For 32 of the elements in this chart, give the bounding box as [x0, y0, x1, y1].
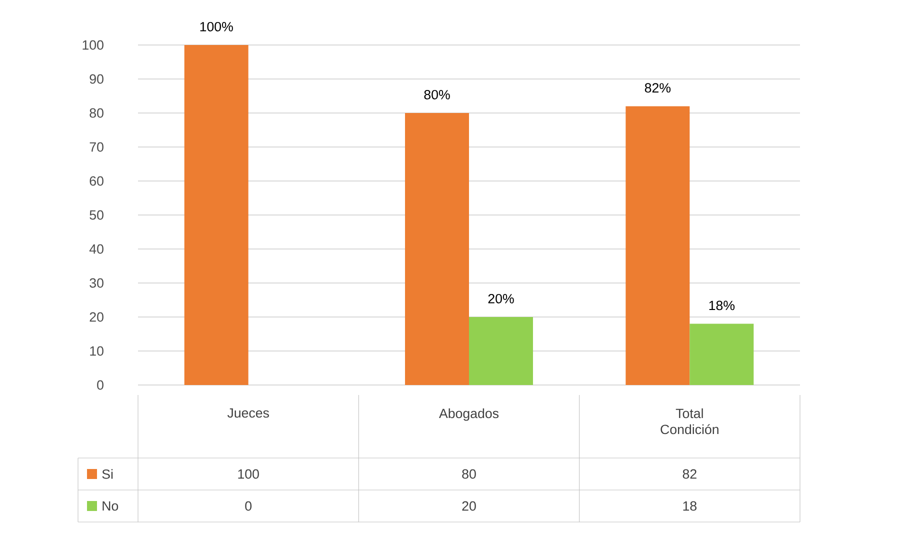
data-label: 82 [682, 469, 696, 479]
bar [626, 106, 690, 385]
annotation: 20% [488, 294, 514, 304]
y-tick-label: 10 [90, 346, 104, 356]
x-tick-label: Abogados [439, 408, 499, 421]
y-tick-label: 100 [82, 40, 104, 50]
y-tick-label: 90 [90, 74, 104, 84]
bar [405, 112, 470, 385]
y-tick-label: 60 [90, 176, 104, 186]
annotation: 80% [424, 90, 450, 100]
y-tick-label: 30 [90, 278, 104, 288]
annotation: 82% [644, 83, 671, 93]
data-label: 0 [245, 501, 252, 511]
annotation: 100% [200, 22, 233, 32]
y-tick-label: 50 [90, 210, 104, 220]
data-label: 18 [683, 501, 696, 511]
bar [184, 45, 248, 385]
data-label: 80 [462, 469, 476, 479]
annotation: 18% [709, 300, 735, 310]
y-tick-label: 0 [97, 380, 104, 390]
bar [690, 324, 754, 385]
x-tick-label: Jueces [227, 408, 269, 418]
data-label: 100 [238, 469, 259, 479]
y-tick-label: 80 [90, 108, 104, 118]
data-label: 20 [462, 501, 476, 511]
y-tick-label: 20 [90, 312, 104, 322]
legend-label: Si [102, 469, 113, 479]
legend-label: No [102, 501, 118, 511]
y-tick-label: 40 [89, 244, 104, 254]
y-tick-label: 70 [90, 142, 104, 152]
bar [469, 316, 533, 385]
x-tick-label: Total Condición [660, 408, 718, 434]
